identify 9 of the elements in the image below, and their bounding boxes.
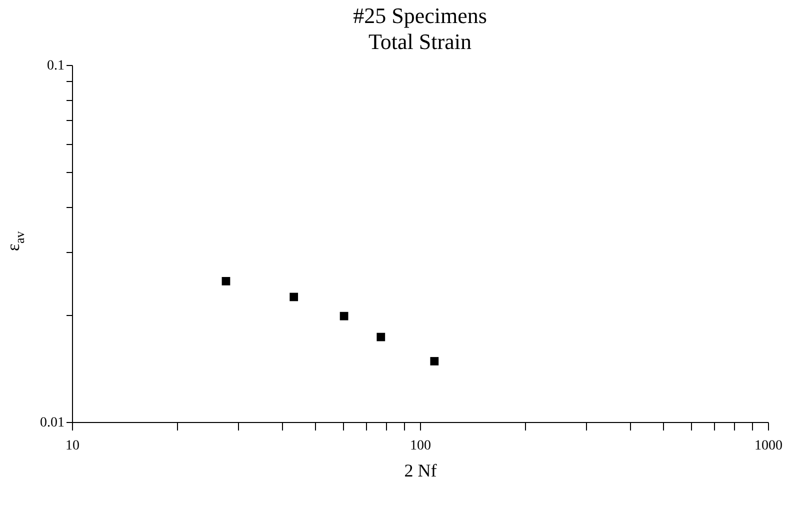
x-tick-label: 100 <box>410 438 431 454</box>
y-tick-label: 0.1 <box>47 58 64 74</box>
x-tick-label: 10 <box>66 438 80 454</box>
x-axis-title: 2 Nf <box>404 460 437 480</box>
y-axis-title: εav <box>3 230 27 252</box>
chart-subtitle: Total Strain <box>368 29 472 54</box>
x-tick-label: 1000 <box>754 438 782 454</box>
y-tick-label: 0.01 <box>40 416 64 430</box>
chart-title: #25 Specimens <box>353 3 487 28</box>
